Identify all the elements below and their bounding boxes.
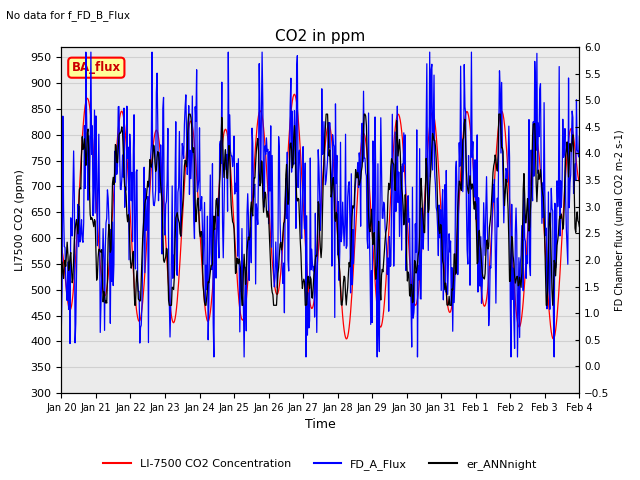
Y-axis label: FD Chamber flux (umal CO2 m-2 s-1): FD Chamber flux (umal CO2 m-2 s-1) [615,129,625,311]
Text: BA_flux: BA_flux [72,61,121,74]
Legend: LI-7500 CO2 Concentration, FD_A_Flux, er_ANNnight: LI-7500 CO2 Concentration, FD_A_Flux, er… [99,455,541,474]
Title: CO2 in ppm: CO2 in ppm [275,29,365,44]
Y-axis label: LI7500 CO2 (ppm): LI7500 CO2 (ppm) [15,169,25,271]
X-axis label: Time: Time [305,419,336,432]
Text: No data for f_FD_B_Flux: No data for f_FD_B_Flux [6,10,131,21]
